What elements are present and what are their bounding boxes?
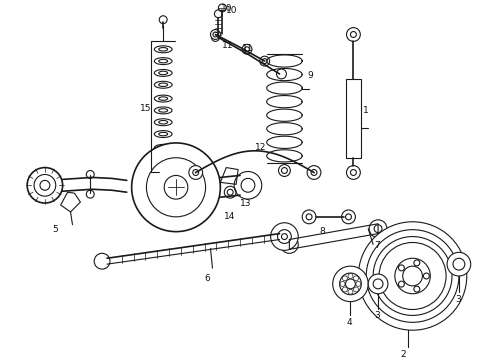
Text: 1: 1 (363, 107, 369, 116)
Text: 11: 11 (222, 41, 234, 50)
Circle shape (447, 252, 471, 276)
Circle shape (343, 276, 347, 281)
Circle shape (260, 56, 270, 66)
Circle shape (189, 166, 203, 179)
Text: 9: 9 (307, 71, 313, 80)
Circle shape (369, 220, 387, 238)
Circle shape (348, 289, 353, 294)
Circle shape (354, 276, 359, 281)
Text: 4: 4 (346, 318, 352, 327)
Text: 2: 2 (400, 350, 406, 359)
Text: 6: 6 (205, 274, 210, 283)
Circle shape (159, 16, 167, 24)
Circle shape (343, 287, 347, 292)
Bar (345, 79, 361, 158)
Text: 15: 15 (140, 104, 151, 113)
Text: 13: 13 (240, 199, 251, 208)
Circle shape (333, 266, 368, 302)
Circle shape (373, 237, 452, 315)
Text: 14: 14 (224, 212, 236, 221)
Text: 8: 8 (319, 227, 325, 236)
Circle shape (366, 230, 459, 322)
Circle shape (368, 274, 388, 294)
Circle shape (270, 223, 298, 250)
Text: 7: 7 (374, 240, 380, 249)
Circle shape (379, 243, 446, 310)
Circle shape (211, 30, 220, 40)
Circle shape (342, 210, 355, 224)
Text: 10: 10 (226, 6, 238, 15)
Circle shape (302, 210, 316, 224)
Circle shape (340, 282, 345, 286)
Text: 3: 3 (374, 311, 380, 320)
Circle shape (280, 235, 298, 253)
Circle shape (356, 282, 361, 286)
Text: 5: 5 (52, 225, 58, 234)
Circle shape (358, 222, 467, 330)
Circle shape (354, 287, 359, 292)
Text: 12: 12 (255, 143, 266, 152)
Circle shape (348, 274, 353, 278)
Circle shape (307, 166, 321, 179)
Text: 11: 11 (242, 44, 253, 53)
Text: 3: 3 (455, 295, 461, 304)
Circle shape (132, 143, 220, 231)
Text: 10: 10 (221, 4, 233, 13)
